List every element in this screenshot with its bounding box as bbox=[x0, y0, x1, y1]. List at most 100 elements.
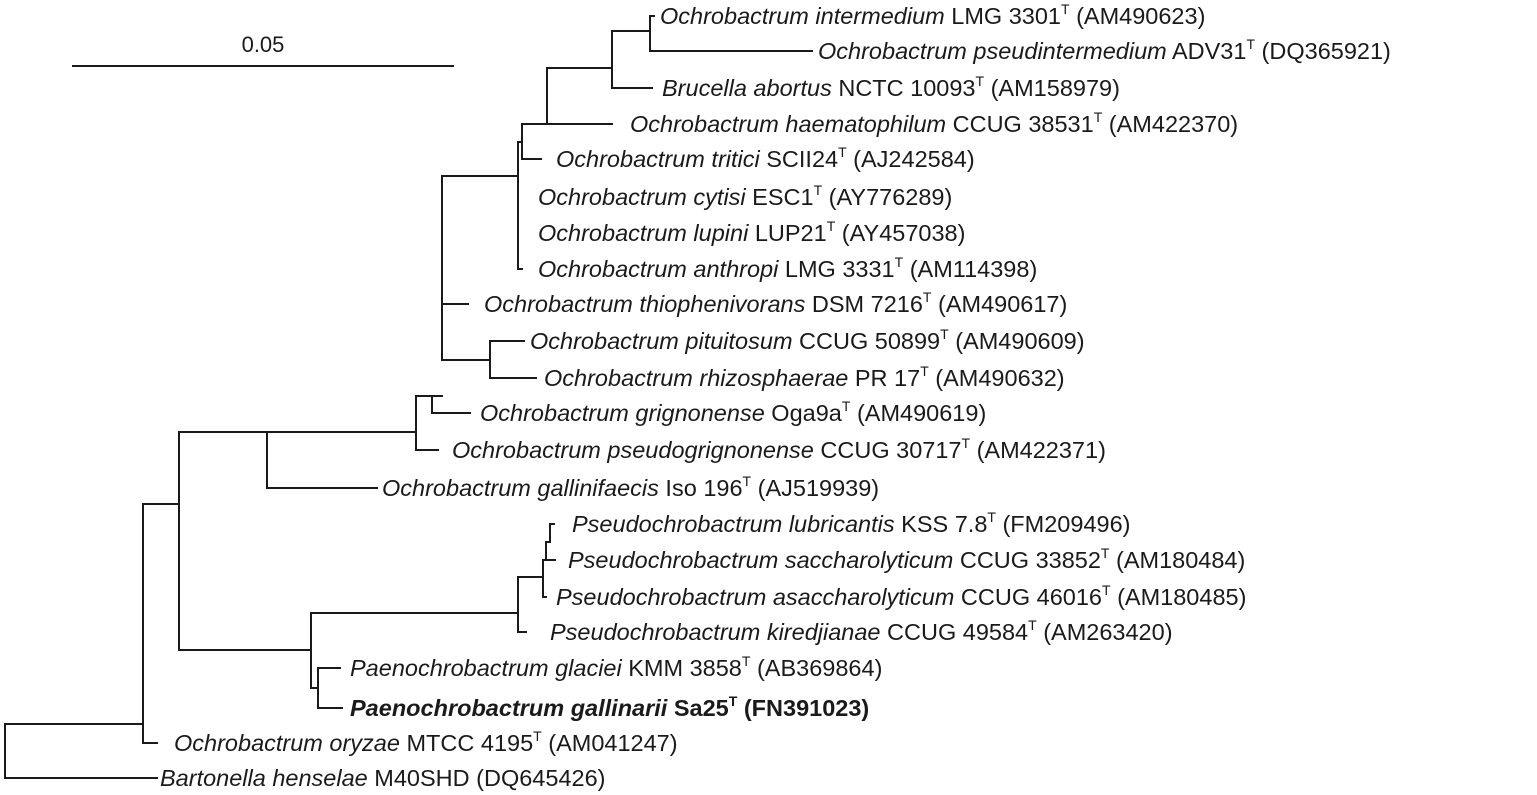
taxon-species-name: Ochrobactrum tritici bbox=[556, 146, 760, 172]
taxon-strain: CCUG 33852 bbox=[953, 547, 1101, 573]
taxon-label-t17: Pseudochrobactrum asaccharolyticum CCUG … bbox=[556, 582, 1246, 610]
taxon-accession: (AM422371) bbox=[970, 437, 1106, 463]
taxon-accession: (AM422370) bbox=[1102, 111, 1238, 137]
taxon-species-name: Ochrobactrum haematophilum bbox=[630, 111, 946, 137]
taxon-label-t21: Ochrobactrum oryzae MTCC 4195T (AM041247… bbox=[174, 728, 678, 756]
taxon-strain: CCUG 50899 bbox=[793, 328, 941, 354]
taxon-species-name: Pseudochrobactrum kiredjianae bbox=[550, 619, 881, 645]
taxon-label-t8: Ochrobactrum anthropi LMG 3331T (AM11439… bbox=[538, 254, 1037, 282]
taxon-accession: (AM490609) bbox=[949, 328, 1085, 354]
type-strain-marker: T bbox=[920, 363, 929, 379]
taxon-accession: (AM490623) bbox=[1070, 3, 1206, 29]
type-strain-marker: T bbox=[1101, 545, 1110, 561]
taxon-strain: Sa25 bbox=[667, 695, 728, 721]
type-strain-marker: T bbox=[842, 398, 851, 414]
type-strain-marker: T bbox=[1028, 617, 1037, 633]
taxon-accession: (FN391023) bbox=[737, 695, 869, 721]
taxon-strain: KSS 7.8 bbox=[895, 511, 988, 537]
type-strain-marker: T bbox=[838, 144, 847, 160]
type-strain-marker: T bbox=[729, 693, 738, 709]
taxon-accession: (AM158979) bbox=[984, 75, 1120, 101]
taxon-species-name: Ochrobactrum anthropi bbox=[538, 256, 779, 282]
type-strain-marker: T bbox=[1246, 36, 1255, 52]
type-strain-marker: T bbox=[895, 254, 904, 270]
taxon-label-t12: Ochrobactrum grignonense Oga9aT (AM49061… bbox=[480, 398, 986, 426]
type-strain-marker: T bbox=[987, 509, 996, 525]
type-strain-marker: T bbox=[923, 289, 932, 305]
taxon-label-t2: Ochrobactrum pseudintermedium ADV31T (DQ… bbox=[818, 36, 1391, 64]
taxon-strain: ADV31 bbox=[1167, 38, 1247, 64]
type-strain-marker: T bbox=[533, 728, 542, 744]
taxon-strain: LUP21 bbox=[748, 220, 826, 246]
type-strain-marker: T bbox=[1102, 582, 1111, 598]
taxon-species-name: Ochrobactrum thiophenivorans bbox=[484, 291, 806, 317]
taxon-species-name: Paenochrobactrum glaciei bbox=[350, 655, 622, 681]
taxon-accession: (AM490632) bbox=[929, 365, 1065, 391]
taxon-label-t13: Ochrobactrum pseudogrignonense CCUG 3071… bbox=[452, 435, 1106, 463]
taxon-accession: (FM209496) bbox=[996, 511, 1131, 537]
scale-bar-label: 0.05 bbox=[242, 32, 285, 57]
taxon-accession: (AJ519939) bbox=[751, 475, 879, 501]
taxon-species-name: Ochrobactrum pseudogrignonense bbox=[452, 437, 814, 463]
taxon-label-t6: Ochrobactrum cytisi ESC1T (AY776289) bbox=[538, 182, 952, 210]
type-strain-marker: T bbox=[940, 326, 949, 342]
taxon-strain: LMG 3301 bbox=[945, 3, 1061, 29]
taxon-strain: DSM 7216 bbox=[805, 291, 923, 317]
taxon-accession: (DQ365921) bbox=[1255, 38, 1391, 64]
type-strain-marker: T bbox=[742, 653, 751, 669]
taxon-strain: PR 17 bbox=[848, 365, 920, 391]
taxon-accession: (DQ645426) bbox=[470, 765, 606, 791]
taxon-label-t18: Pseudochrobactrum kiredjianae CCUG 49584… bbox=[550, 617, 1173, 645]
taxon-strain: NCTC 10093 bbox=[832, 75, 976, 101]
taxon-label-t10: Ochrobactrum pituitosum CCUG 50899T (AM4… bbox=[530, 326, 1085, 354]
taxon-strain: KMM 3858 bbox=[622, 655, 742, 681]
taxon-species-name: Ochrobactrum rhizosphaerae bbox=[544, 365, 848, 391]
taxon-label-t7: Ochrobactrum lupini LUP21T (AY457038) bbox=[538, 218, 965, 246]
taxon-species-name: Ochrobactrum lupini bbox=[538, 220, 749, 246]
taxon-accession: (AY457038) bbox=[835, 220, 965, 246]
taxon-species-name: Pseudochrobactrum lubricantis bbox=[572, 511, 895, 537]
taxon-species-name: Brucella abortus bbox=[662, 75, 832, 101]
taxon-label-t22: Bartonella henselae M40SHD (DQ645426) bbox=[160, 765, 605, 791]
type-strain-marker: T bbox=[827, 218, 836, 234]
taxon-strain: SCII24 bbox=[760, 146, 838, 172]
taxon-label-t14: Ochrobactrum gallinifaecis Iso 196T (AJ5… bbox=[382, 473, 879, 501]
taxon-labels: Ochrobactrum intermedium LMG 3301 T (AM49… bbox=[160, 1, 1391, 791]
taxon-accession: (AM180484) bbox=[1109, 547, 1245, 573]
taxon-strain: ESC1 bbox=[746, 184, 814, 210]
taxon-accession: (AM041247) bbox=[542, 730, 678, 756]
taxon-accession: (AY776289) bbox=[822, 184, 952, 210]
taxon-label-t5: Ochrobactrum tritici SCII24T (AJ242584) bbox=[556, 144, 975, 172]
taxon-species-name: Pseudochrobactrum saccharolyticum bbox=[568, 547, 953, 573]
taxon-label-t20: Paenochrobactrum gallinarii Sa25T (FN391… bbox=[350, 693, 869, 721]
taxon-species-name: Ochrobactrum pseudintermedium bbox=[818, 38, 1167, 64]
taxon-label-t11: Ochrobactrum rhizosphaerae PR 17T (AM490… bbox=[544, 363, 1065, 391]
type-strain-marker: T bbox=[976, 73, 985, 89]
type-strain-marker: T bbox=[743, 473, 752, 489]
taxon-strain: Iso 196 bbox=[659, 475, 743, 501]
taxon-strain: LMG 3331 bbox=[778, 256, 894, 282]
taxon-accession: (AM114398) bbox=[903, 256, 1037, 282]
scale-bar: 0.05 bbox=[72, 32, 454, 67]
taxon-accession: (AM263420) bbox=[1037, 619, 1173, 645]
taxon-label-t4: Ochrobactrum haematophilum CCUG 38531T (… bbox=[630, 109, 1238, 137]
taxon-label-t9: Ochrobactrum thiophenivorans DSM 7216T (… bbox=[484, 289, 1067, 317]
taxon-strain: CCUG 38531 bbox=[946, 111, 1094, 137]
type-strain-marker: T bbox=[814, 182, 823, 198]
taxon-strain: MTCC 4195 bbox=[400, 730, 533, 756]
taxon-species-name: Ochrobactrum cytisi bbox=[538, 184, 746, 210]
taxon-accession: (AM490619) bbox=[850, 400, 986, 426]
taxon-label-t15: Pseudochrobactrum lubricantis KSS 7.8T (… bbox=[572, 509, 1130, 537]
type-strain-marker: T bbox=[961, 435, 970, 451]
taxon-label-t1: Ochrobactrum intermedium LMG 3301T (AM49… bbox=[660, 1, 1205, 29]
taxon-strain: CCUG 30717 bbox=[814, 437, 962, 463]
taxon-species-name: Paenochrobactrum gallinarii bbox=[350, 695, 668, 721]
taxon-accession: (AJ242584) bbox=[847, 146, 975, 172]
taxon-accession: (AB369864) bbox=[750, 655, 882, 681]
type-strain-marker: T bbox=[1094, 109, 1103, 125]
taxon-strain: CCUG 46016 bbox=[954, 584, 1102, 610]
taxon-species-name: Ochrobactrum pituitosum bbox=[530, 328, 793, 354]
taxon-species-name: Ochrobactrum intermedium bbox=[660, 3, 945, 29]
taxon-label-t16: Pseudochrobactrum saccharolyticum CCUG 3… bbox=[568, 545, 1245, 573]
